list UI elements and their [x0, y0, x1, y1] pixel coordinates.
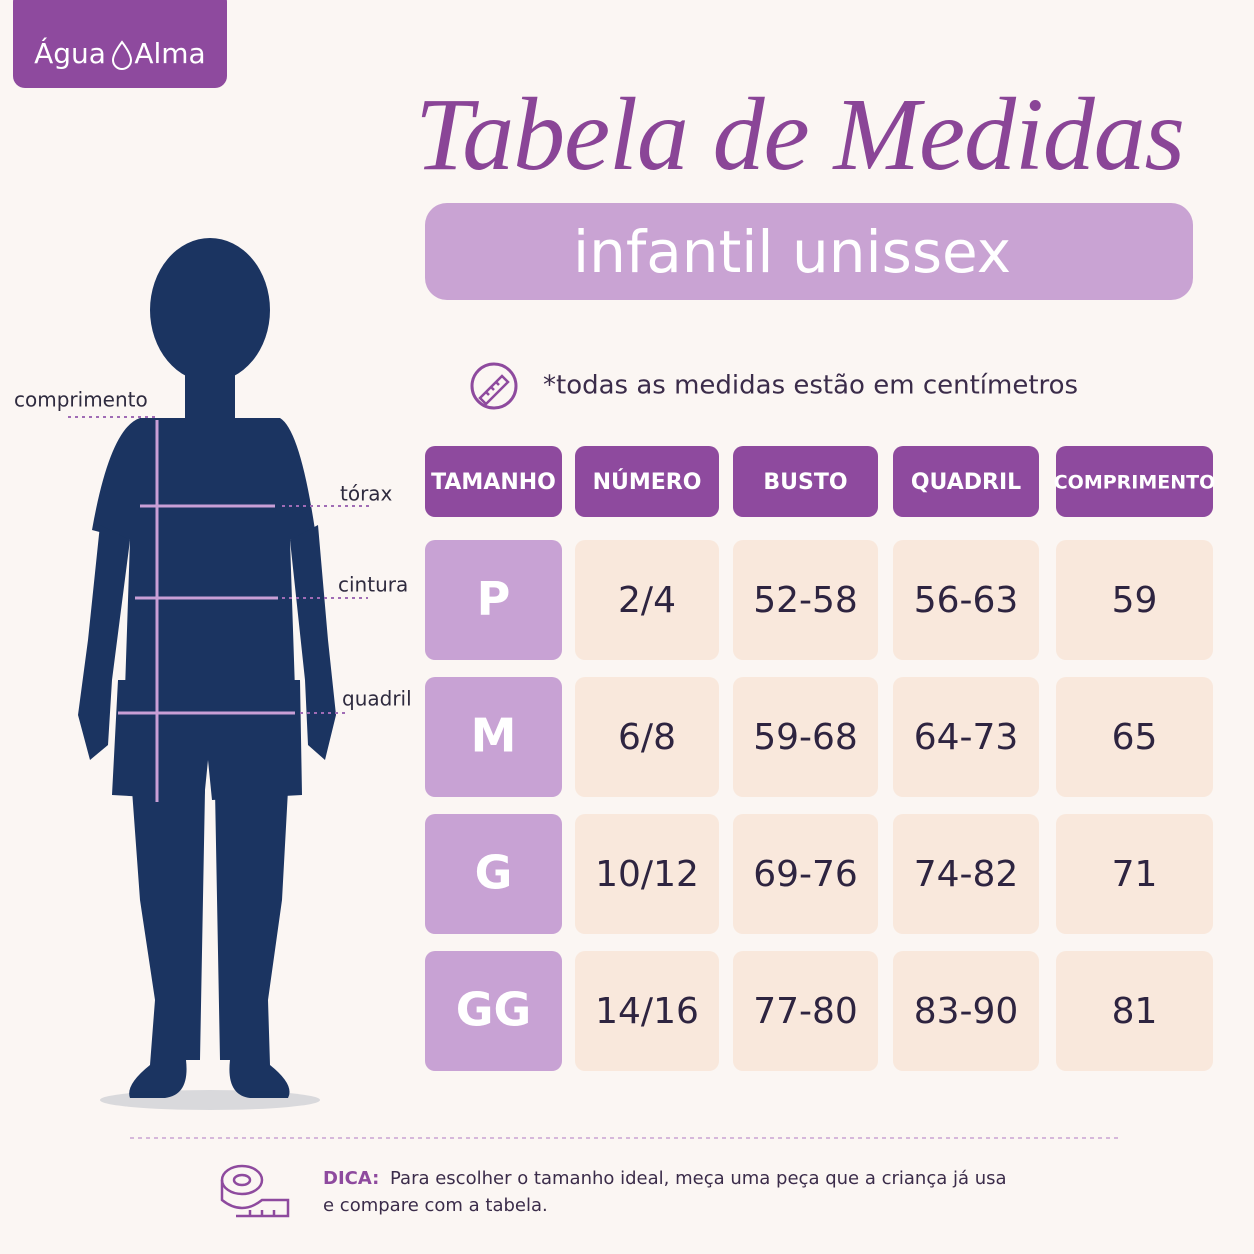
label-leaders [68, 416, 370, 714]
value-cell [733, 951, 878, 1071]
value-text: 64-73 [914, 717, 1019, 758]
header-cell [575, 446, 719, 517]
value-cell [1056, 540, 1213, 660]
tip-text: e compare com a tabela. [323, 1195, 548, 1216]
size-cell [425, 540, 562, 660]
size-cell [425, 951, 562, 1071]
tip-label: DICA: [323, 1168, 379, 1189]
size-table: TAMANHO NÚMERO BUSTO QUADRIL COMPRIMENTO P 2/4… [425, 446, 1215, 1071]
value-text: 83-90 [914, 991, 1019, 1032]
title: Tabela de Medidas [415, 77, 1185, 192]
brand-drop [111, 40, 133, 70]
figure-label: tórax [340, 482, 393, 506]
ruler-icon-inner [478, 374, 510, 406]
value-text: 71 [1112, 854, 1158, 895]
value-text: 74-82 [914, 854, 1019, 895]
brand-right: Alma [134, 37, 205, 70]
value-cell [1056, 951, 1213, 1071]
value-text: 59 [1112, 580, 1158, 621]
header-cell [1056, 446, 1213, 517]
value-text: 6/8 [618, 717, 676, 758]
header-cell [733, 446, 878, 517]
value-cell [575, 814, 719, 934]
figure-label: cintura [338, 573, 408, 597]
value-text: 2/4 [618, 580, 676, 621]
value-text: 65 [1112, 717, 1158, 758]
value-text: 81 [1112, 991, 1158, 1032]
figure-label: comprimento [14, 388, 148, 412]
header-cell [425, 446, 562, 517]
size-text: M [471, 709, 517, 763]
subtitle: infantil unissex [573, 218, 1011, 286]
header-text: BUSTO [763, 470, 847, 495]
value-text: 10/12 [595, 854, 699, 895]
figure-label: quadril [342, 687, 412, 711]
value-cell [733, 677, 878, 797]
value-cell [575, 951, 719, 1071]
value-cell [733, 814, 878, 934]
value-cell [733, 540, 878, 660]
header-text: QUADRIL [911, 470, 1021, 495]
child-silhouette [78, 238, 336, 1098]
value-cell [893, 677, 1039, 797]
value-text: 52-58 [753, 580, 858, 621]
size-cell [425, 677, 562, 797]
header-text: NÚMERO [593, 469, 702, 495]
ruler-icon [470, 362, 518, 410]
header-text: COMPRIMENTO [1054, 472, 1216, 494]
value-cell [575, 677, 719, 797]
value-text: 69-76 [753, 854, 858, 895]
tip-text: Para escolher o tamanho ideal, meça uma … [390, 1168, 1007, 1189]
value-cell [1056, 814, 1213, 934]
value-cell [893, 540, 1039, 660]
size-text: P [477, 572, 511, 626]
shadow [100, 1090, 320, 1110]
size-text: G [475, 846, 513, 900]
value-text: 56-63 [914, 580, 1019, 621]
value-text: 59-68 [753, 717, 858, 758]
value-text: 14/16 [595, 991, 699, 1032]
value-cell [893, 814, 1039, 934]
value-text: 77-80 [753, 991, 858, 1032]
header-text: TAMANHO [431, 470, 556, 495]
measure-lines [118, 420, 295, 802]
header-cell [893, 446, 1039, 517]
value-cell [893, 951, 1039, 1071]
brand-left: Água [34, 36, 106, 70]
value-cell [575, 540, 719, 660]
subtitle-box [425, 203, 1193, 300]
size-text: GG [456, 983, 532, 1037]
value-cell [1056, 677, 1213, 797]
size-cell [425, 814, 562, 934]
tape-icon [220, 1164, 290, 1218]
note: *todas as medidas estão em centímetros [543, 371, 1078, 401]
